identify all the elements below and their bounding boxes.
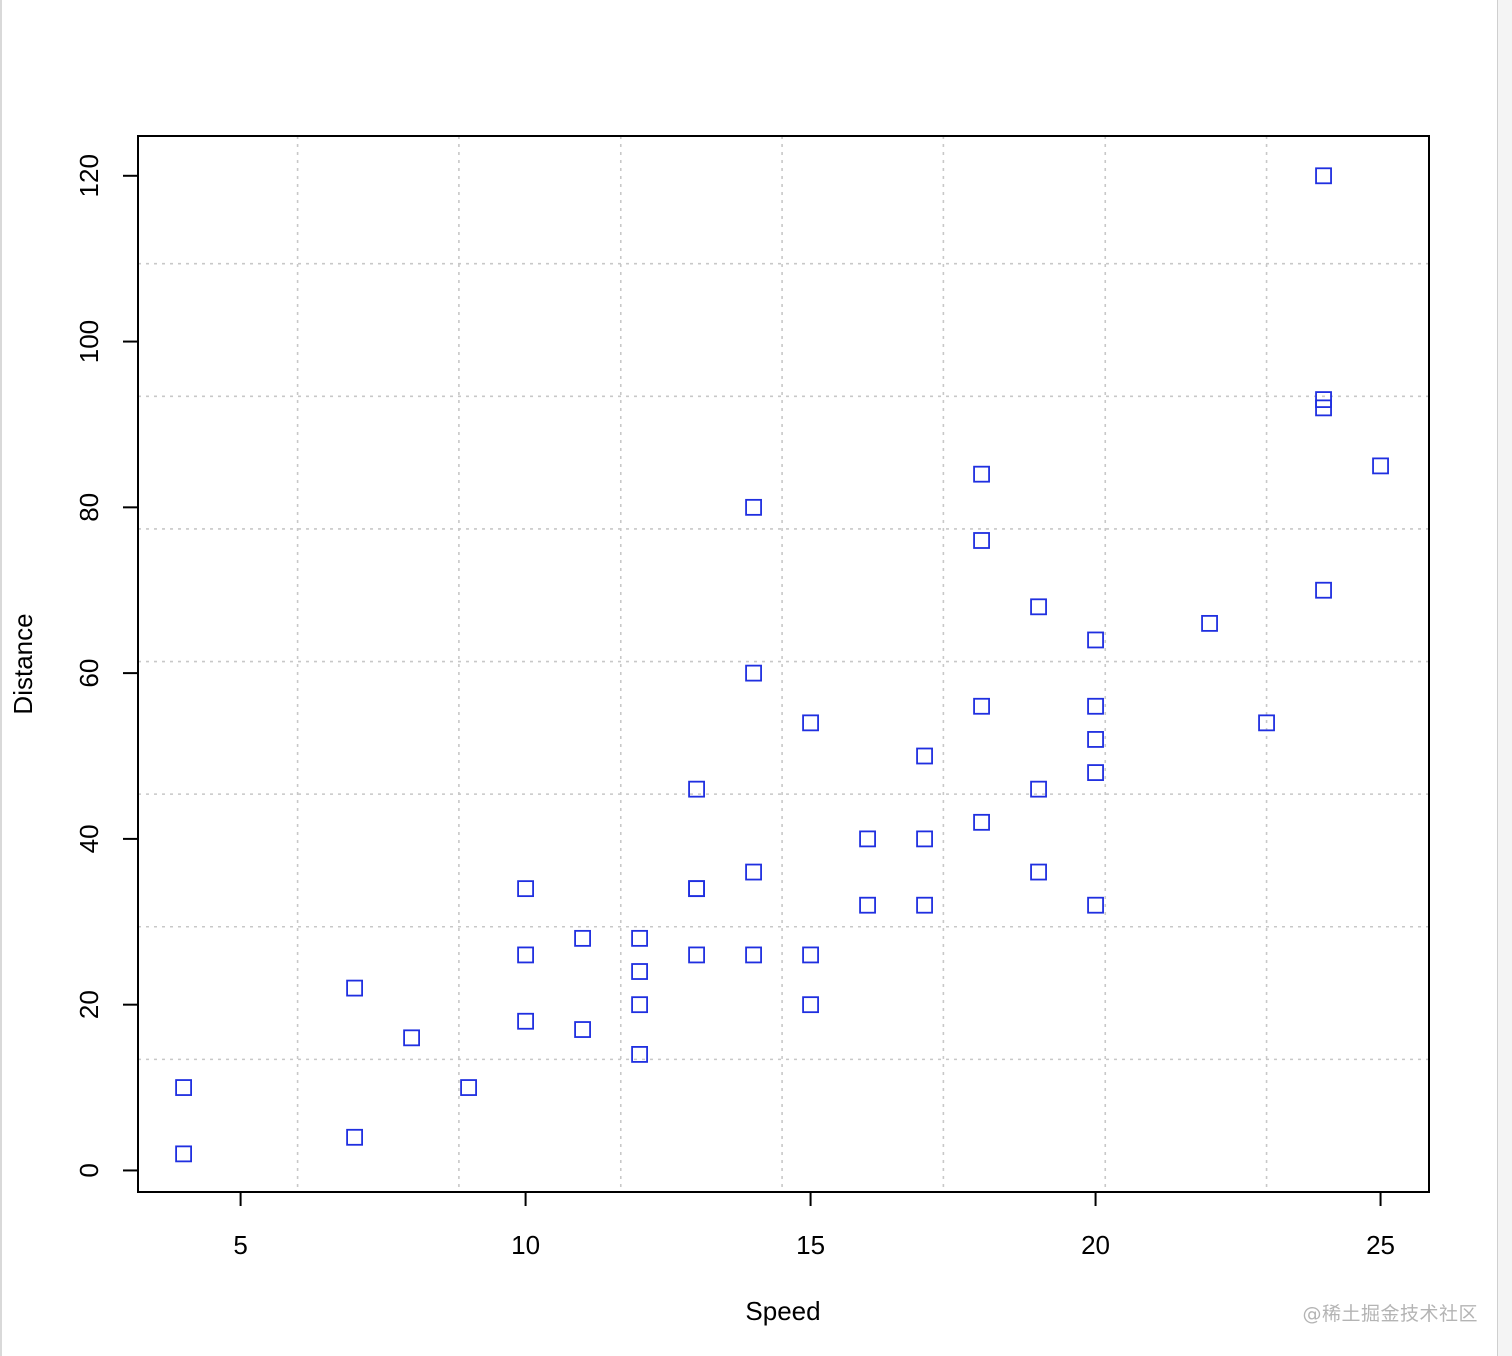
data-point <box>802 996 819 1014</box>
data-point <box>574 1021 591 1038</box>
data-point <box>1315 167 1332 185</box>
x-tick-label: 25 <box>1366 1230 1395 1260</box>
data-point <box>1087 697 1104 715</box>
y-tick-label: 80 <box>74 493 104 522</box>
data-point <box>688 880 705 898</box>
x-tick-label: 20 <box>1081 1230 1110 1260</box>
data-point <box>1087 731 1104 748</box>
data-point <box>973 697 990 715</box>
data-points <box>175 167 1389 1163</box>
y-tick-label: 100 <box>74 320 104 363</box>
data-point <box>346 979 363 997</box>
data-point <box>517 880 534 898</box>
data-point <box>1087 631 1104 649</box>
data-point <box>745 498 762 516</box>
data-point <box>745 863 762 881</box>
data-point <box>346 1128 363 1146</box>
data-point <box>688 946 705 964</box>
data-point <box>916 896 933 914</box>
data-point <box>916 830 933 848</box>
page-right-gutter <box>1498 0 1512 1356</box>
data-point <box>1201 614 1218 632</box>
page-left-border <box>0 0 2 1356</box>
data-point <box>1372 457 1389 475</box>
data-point <box>631 929 648 947</box>
data-point <box>175 1145 192 1163</box>
plot-frame <box>137 135 1430 1193</box>
data-point <box>517 1012 534 1030</box>
data-point <box>1315 581 1332 599</box>
y-tick-label: 120 <box>74 154 104 197</box>
data-point <box>631 1046 648 1063</box>
data-point <box>1087 896 1104 914</box>
y-tick-label: 60 <box>74 659 104 688</box>
data-point <box>1315 391 1332 408</box>
data-point <box>802 714 819 732</box>
x-axis-label: Speed <box>745 1296 820 1326</box>
data-point <box>631 963 648 980</box>
data-point <box>688 880 705 898</box>
data-point <box>802 946 819 964</box>
data-point <box>1258 714 1275 732</box>
y-tick-label: 20 <box>74 990 104 1019</box>
data-point <box>745 946 762 964</box>
data-point <box>688 780 705 798</box>
x-tick-label: 10 <box>511 1230 540 1260</box>
data-point <box>859 896 876 914</box>
data-point <box>1030 780 1047 798</box>
x-tick-label: 5 <box>233 1230 247 1260</box>
data-point <box>859 830 876 848</box>
data-point <box>403 1029 420 1047</box>
grid-lines <box>138 136 1429 1192</box>
y-axis-label: Distance <box>8 613 38 714</box>
data-point <box>631 996 648 1014</box>
data-point <box>574 929 591 947</box>
data-point <box>175 1079 192 1096</box>
watermark-text: @稀土掘金技术社区 <box>1302 1303 1478 1325</box>
data-point <box>460 1079 477 1096</box>
data-point <box>1087 764 1104 781</box>
y-tick-label: 40 <box>74 824 104 853</box>
data-point <box>517 946 534 964</box>
data-point <box>916 747 933 765</box>
x-tick-label: 15 <box>796 1230 825 1260</box>
data-point <box>745 664 762 682</box>
y-tick-label: 0 <box>74 1163 104 1177</box>
data-point <box>1030 863 1047 881</box>
data-point <box>973 813 990 831</box>
data-point <box>973 465 990 483</box>
data-point <box>973 532 990 549</box>
data-point <box>1030 598 1047 616</box>
axes: 5 10 15 20 25 0 20 40 60 80 100 120 <box>74 154 1395 1260</box>
page-right-border <box>1497 0 1498 1356</box>
